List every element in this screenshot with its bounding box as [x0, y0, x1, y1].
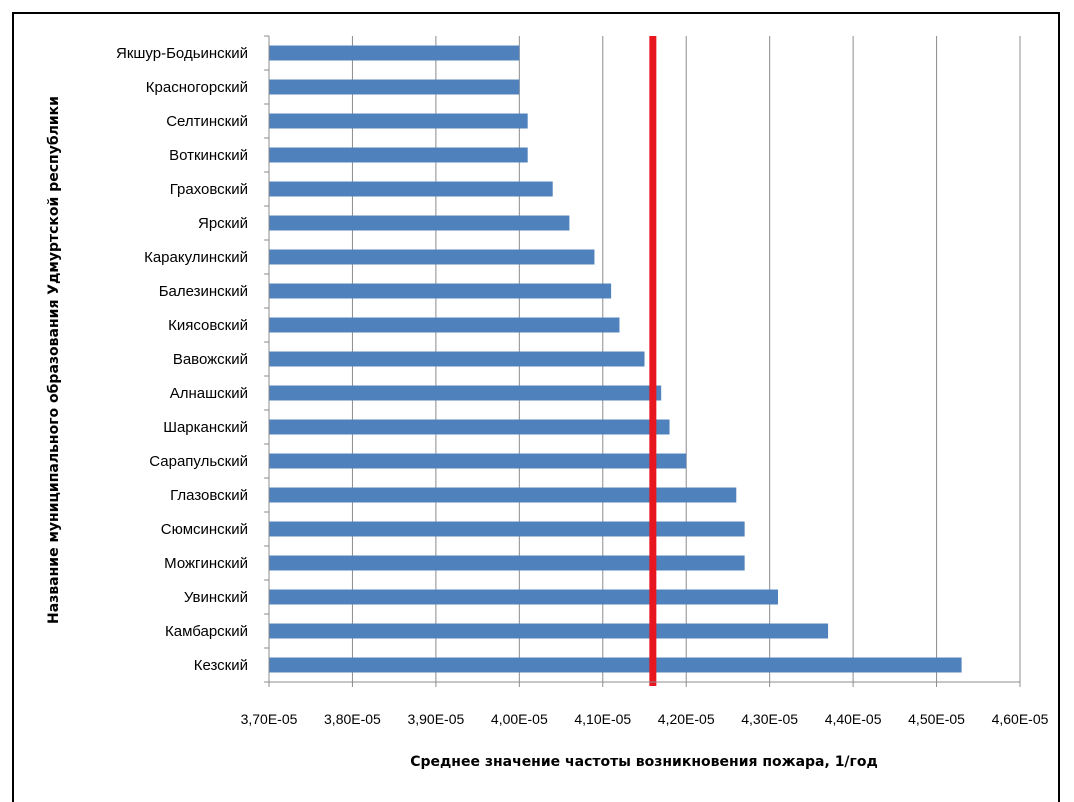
bar — [269, 317, 620, 333]
bar — [269, 419, 670, 435]
category-label: Красногорский — [146, 79, 248, 96]
bar — [269, 521, 745, 537]
bars — [269, 45, 962, 673]
bar — [269, 385, 662, 401]
category-labels: Якшур-Бодьинский Красногорский Селтинский В… — [116, 45, 248, 674]
y-axis-title: Название муниципального образования Удму… — [46, 96, 62, 624]
bar — [269, 351, 645, 367]
bar — [269, 283, 612, 299]
category-label: Вавожский — [173, 351, 248, 368]
category-label: Шарканский — [163, 419, 248, 436]
bar — [269, 487, 737, 503]
category-label: Каракулинский — [144, 249, 248, 266]
chart-frame — [12, 12, 1060, 802]
x-tick-label: 4,10E-05 — [574, 711, 631, 727]
bar — [269, 147, 528, 163]
x-tick-label: 4,40E-05 — [825, 711, 882, 727]
bar — [269, 113, 528, 129]
category-label: Алнашский — [170, 385, 248, 402]
bar — [269, 181, 553, 197]
x-tick-label: 3,90E-05 — [407, 711, 464, 727]
category-label: Балезинский — [159, 283, 248, 300]
x-tick-label: 3,70E-05 — [241, 711, 298, 727]
bar — [269, 555, 745, 571]
bar — [269, 79, 520, 95]
category-label: Кезский — [194, 657, 248, 674]
category-label: Камбарский — [165, 623, 248, 640]
x-tick-label: 4,30E-05 — [741, 711, 798, 727]
bar — [269, 453, 687, 469]
bar — [269, 657, 962, 673]
category-label: Глазовский — [170, 487, 248, 504]
category-label: Увинский — [184, 589, 248, 606]
category-label: Сюмсинский — [161, 521, 248, 538]
x-tick-label: 4,00E-05 — [491, 711, 548, 727]
category-label: Воткинский — [169, 147, 248, 164]
bar — [269, 249, 595, 265]
bar — [269, 589, 779, 605]
x-tick-label: 4,60E-05 — [992, 711, 1049, 727]
category-label: Селтинский — [166, 113, 248, 130]
category-label: Якшур-Бодьинский — [116, 45, 248, 62]
x-tick-label: 4,50E-05 — [908, 711, 965, 727]
bar — [269, 623, 829, 639]
category-label: Киясовский — [168, 317, 248, 334]
x-axis-title: Среднее значение частоты возникновения п… — [410, 754, 878, 770]
axes — [264, 35, 1021, 687]
bar — [269, 215, 570, 231]
x-tick-label: 3,80E-05 — [324, 711, 381, 727]
category-label: Ярский — [198, 215, 248, 232]
category-label: Сарапульский — [149, 453, 248, 470]
tick-labels: 3,70E-05 3,80E-05 3,90E-05 4,00E-05 4,10E-05… — [241, 711, 1049, 727]
bar — [269, 45, 520, 61]
category-label: Можгинский — [164, 555, 248, 572]
x-tick-label: 4,20E-05 — [658, 711, 715, 727]
category-label: Граховский — [170, 181, 248, 198]
